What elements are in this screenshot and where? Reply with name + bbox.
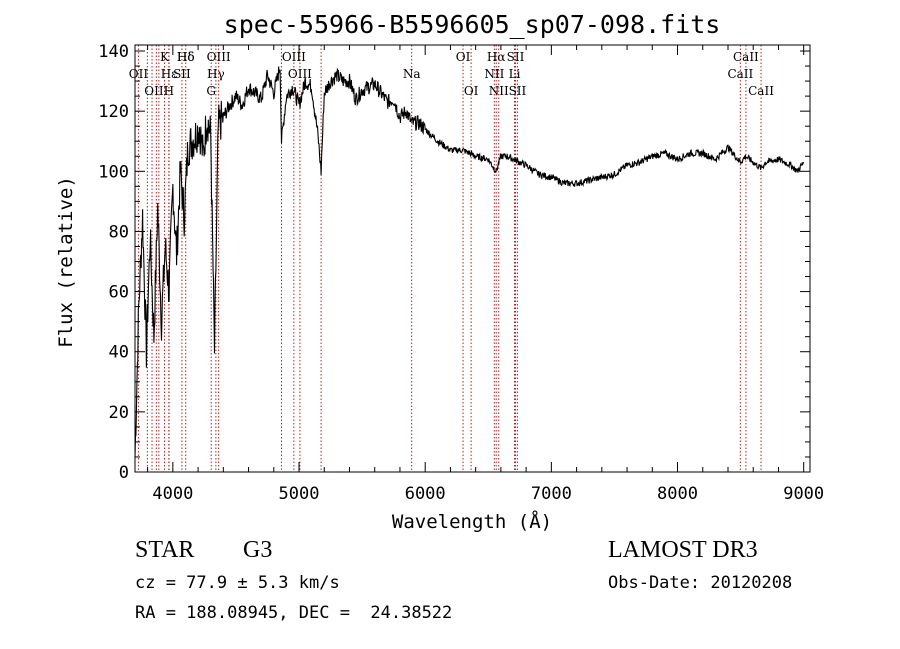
chart-title: spec-55966-B5596605_sp07-098.fits bbox=[224, 10, 721, 39]
y-axis-label: Flux (relative) bbox=[55, 176, 77, 348]
y-tick-label: 0 bbox=[119, 463, 129, 483]
x-tick-label: 4000 bbox=[152, 484, 193, 504]
y-tick-label: 140 bbox=[98, 42, 129, 62]
spectral-line-label: NII bbox=[489, 84, 509, 98]
y-tick-label: 20 bbox=[109, 403, 129, 423]
spectral-line-label: G bbox=[206, 84, 216, 98]
survey-name: LAMOST DR3 bbox=[608, 537, 758, 563]
spectral-line-label: Hγ bbox=[207, 67, 225, 81]
y-tick-label: 100 bbox=[98, 162, 129, 182]
spectral-line-label: H bbox=[164, 84, 174, 98]
spectral-line-label: Hδ bbox=[177, 50, 195, 64]
spectral-line-label: Li bbox=[509, 67, 521, 81]
spectral-line-label: OII bbox=[129, 67, 149, 81]
plot-frame bbox=[134, 44, 811, 473]
spectral-line-label: Hδ bbox=[177, 50, 195, 64]
y-axis-ticks: 0 20 40 60 80 100 120 140 bbox=[98, 42, 810, 483]
spectral-line-label: CaII bbox=[733, 50, 759, 64]
object-subclass: G3 bbox=[243, 537, 273, 563]
spectral-line-label: K bbox=[160, 50, 170, 64]
y-tick-label: 60 bbox=[109, 283, 129, 303]
spectrum-line bbox=[134, 66, 805, 458]
spectral-line-label: OI bbox=[464, 84, 479, 98]
spectral-line-label: SII bbox=[509, 84, 527, 98]
x-tick-label: 5000 bbox=[279, 484, 320, 504]
spectral-line-label: CaII bbox=[727, 67, 753, 81]
spectral-line-label: SII bbox=[173, 67, 191, 81]
redshift-cz: cz = 77.9 ± 5.3 km/s bbox=[135, 573, 340, 593]
x-axis-label: Wavelength (Å) bbox=[392, 510, 552, 533]
spectral-line-label: SII bbox=[507, 50, 525, 64]
spectral-line-label: OI bbox=[456, 50, 471, 64]
x-axis-ticks: 4000 5000 6000 7000 8000 9000 bbox=[147, 45, 824, 504]
ra-dec: RA = 188.08945, DEC = 24.38522 bbox=[135, 603, 453, 623]
y-tick-label: 120 bbox=[98, 102, 129, 122]
x-tick-label: 7000 bbox=[531, 484, 572, 504]
spectral-line-label: OIII bbox=[207, 50, 231, 64]
spectral-line-label: OIII bbox=[144, 84, 168, 98]
object-class: STAR bbox=[135, 537, 195, 563]
x-tick-label: 9000 bbox=[783, 484, 824, 504]
x-tick-label: 6000 bbox=[405, 484, 446, 504]
spectral-line-label: OIII bbox=[288, 67, 312, 81]
spectral-line-label: Hα bbox=[487, 50, 506, 64]
spectral-line-label: OIII bbox=[282, 50, 306, 64]
observation-date: Obs-Date: 20120208 bbox=[608, 573, 793, 593]
spectral-line-label: Na bbox=[403, 67, 421, 81]
spectral-line-label: NII bbox=[484, 67, 504, 81]
y-tick-label: 40 bbox=[109, 343, 129, 363]
spectral-line-label: CaII bbox=[748, 84, 774, 98]
y-tick-label: 80 bbox=[109, 222, 129, 242]
spectral-line-label: Hε bbox=[161, 67, 178, 81]
x-tick-label: 8000 bbox=[657, 484, 698, 504]
